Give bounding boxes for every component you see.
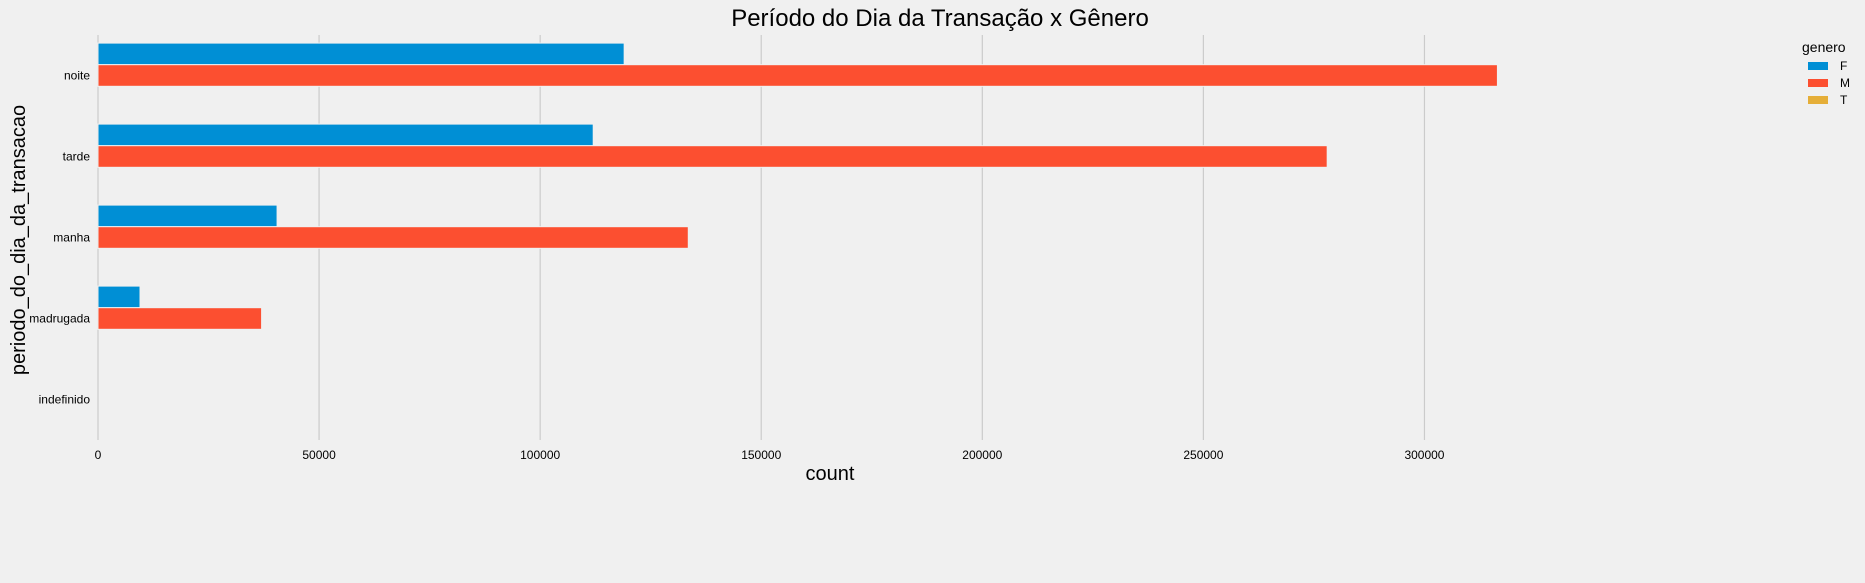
x-tick-label: 200000 [962,448,1002,462]
bar-F-noite [97,42,625,66]
x-tick-label: 150000 [741,448,781,462]
legend-swatch-M [1808,79,1828,87]
x-tick-label: 50000 [302,448,336,462]
legend-swatch-T [1808,96,1828,104]
x-tick-labels: 0 50000 100000 150000 200000 250000 300000 [95,448,1445,462]
y-tick-label: madrugada [29,312,90,326]
y-tick-label: noite [64,69,90,83]
bar-F-manha [97,204,278,228]
y-tick-label: tarde [63,150,91,164]
chart-title: Período do Dia da Transação x Gênero [731,5,1149,32]
x-tick-label: 0 [95,448,102,462]
bar-F-madrugada [97,285,141,309]
bar-M-noite [97,64,1498,87]
bars [97,42,1498,330]
x-tick-label: 100000 [520,448,560,462]
legend-label-T: T [1840,93,1848,107]
legend-title: genero [1802,39,1846,55]
x-axis-title: count [806,463,855,485]
y-tick-label: manha [53,231,90,245]
bar-M-tarde [97,145,1328,168]
bar-M-madrugada [97,307,263,330]
x-tick-label: 250000 [1183,448,1223,462]
bar-M-manha [97,226,689,249]
legend-swatch-F [1808,62,1828,70]
legend-label-F: F [1840,59,1847,73]
y-axis-title: periodo_do_dia_da_transacao [8,105,30,375]
legend-label-M: M [1840,76,1850,90]
legend: genero FMT [1802,39,1850,107]
y-tick-labels: noite tarde manha madrugada indefinido [29,69,90,407]
x-tick-label: 300000 [1404,448,1444,462]
y-tick-label: indefinido [39,393,91,407]
bar-F-tarde [97,123,594,147]
